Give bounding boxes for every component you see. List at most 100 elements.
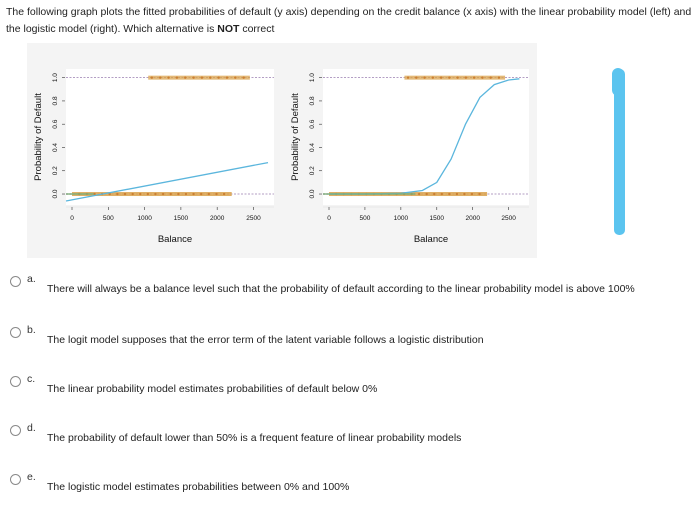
right-point-high-0 [406, 76, 410, 79]
radio-e[interactable] [10, 474, 21, 485]
right-point-high-4 [439, 76, 443, 79]
option-e-text: The logistic model estimates probabiliti… [47, 481, 350, 493]
left-point-low-15 [192, 192, 195, 196]
right-point-high-5 [448, 76, 451, 79]
right-point-high-8 [472, 76, 476, 79]
left-point-high-8 [217, 76, 220, 79]
radio-a[interactable] [10, 276, 21, 287]
left-x-axis-label: Balance [158, 234, 192, 245]
left-y-tick-label-3: 0.6 [52, 119, 59, 128]
right-point-high-9 [481, 76, 484, 79]
charts-svg: 0.0 0.2 0.4 0.6 0.8 1.0 0 500 1000 1500 2000 2500 Ba… [33, 69, 529, 245]
left-x-tick-label-4: 2000 [210, 215, 225, 222]
left-point-high-7 [209, 76, 212, 79]
right-point-low-15 [448, 192, 451, 196]
left-y-tick-label-5: 1.0 [52, 73, 59, 82]
right-point-high-6 [456, 76, 459, 79]
right-point-high-11 [497, 76, 501, 79]
left-y-tick-label-2: 0.4 [52, 143, 59, 152]
left-point-high-3 [175, 76, 179, 79]
left-y-tick-label-0: 0.0 [52, 189, 59, 198]
right-point-high-7 [464, 76, 468, 79]
option-c[interactable]: c. The linear probability model estimate… [0, 370, 700, 410]
option-e-letter: e. [27, 471, 36, 483]
right-point-high-2 [423, 76, 426, 79]
right-point-low-14 [440, 192, 444, 196]
question-figure: 0.0 0.2 0.4 0.6 0.8 1.0 0 500 1000 1500 2000 2500 Ba… [27, 43, 537, 258]
left-point-low-17 [207, 192, 211, 196]
question-text: The following graph plots the fitted pro… [6, 4, 694, 38]
right-point-low-13 [433, 192, 436, 196]
option-b-text: The logit model supposes that the error … [47, 334, 484, 346]
option-d[interactable]: d. The probability of default lower than… [0, 419, 700, 459]
left-x-tick-label-5: 2500 [246, 215, 261, 222]
right-y-tick-label-4: 0.8 [309, 96, 316, 105]
left-y-tick-label-4: 0.8 [52, 96, 59, 105]
left-point-low-12 [169, 192, 172, 196]
option-b[interactable]: b. The logit model supposes that the err… [0, 321, 700, 361]
right-x-tick-label-4: 2000 [465, 215, 480, 222]
option-a-text: There will always be a balance level suc… [47, 283, 635, 295]
option-d-text: The probability of default lower than 50… [47, 432, 462, 444]
right-point-low-18 [470, 192, 474, 196]
right-x-tick-label-5: 2500 [501, 215, 516, 222]
option-a[interactable]: a. There will always be a balance level … [0, 270, 700, 310]
left-points-no-default [72, 192, 232, 197]
right-x-tick-label-1: 500 [359, 215, 370, 222]
left-point-low-18 [215, 192, 218, 196]
right-y-axis-label: Probability of Default [290, 93, 301, 181]
question-tail: correct [239, 23, 275, 35]
right-y-tick-label-5: 1.0 [309, 73, 316, 82]
left-y-axis-label: Probability of Default [33, 93, 44, 181]
left-fitted-line [65, 161, 269, 202]
left-point-high-0 [150, 76, 154, 79]
right-y-tick-label-3: 0.6 [309, 119, 316, 128]
right-x-tick-label-2: 1000 [394, 215, 409, 222]
right-y-tick-label-2: 0.4 [309, 143, 316, 152]
right-point-low-16 [455, 192, 459, 196]
right-point-low-17 [463, 192, 466, 196]
left-plot-area [66, 69, 274, 205]
left-points-default [148, 75, 250, 80]
left-point-low-6 [123, 192, 127, 196]
right-plot-area [323, 69, 529, 205]
right-x-axis-label: Balance [414, 234, 448, 245]
left-point-low-10 [154, 192, 157, 196]
right-point-low-11 [417, 192, 421, 196]
left-x-tick-label-0: 0 [70, 215, 74, 222]
left-point-low-13 [177, 192, 180, 196]
left-point-low-7 [131, 192, 134, 196]
highlight-marker [614, 69, 625, 235]
radio-d[interactable] [10, 425, 21, 436]
right-points-default [404, 75, 506, 80]
option-c-text: The linear probability model estimates p… [47, 383, 378, 395]
radio-c[interactable] [10, 376, 21, 387]
right-point-low-12 [425, 192, 428, 196]
left-point-low-11 [161, 192, 165, 196]
left-point-high-9 [225, 76, 229, 79]
right-x-tick-label-0: 0 [327, 215, 331, 222]
right-point-low-19 [478, 192, 481, 196]
left-x-tick-label-2: 1000 [137, 215, 152, 222]
right-x-tick-label-3: 1500 [430, 215, 445, 222]
question-lead: The following graph plots the fitted pro… [6, 6, 692, 35]
left-point-high-11 [242, 76, 245, 79]
option-a-letter: a. [27, 273, 36, 285]
option-d-letter: d. [27, 422, 36, 434]
left-point-high-5 [192, 76, 195, 79]
left-point-low-14 [184, 192, 188, 196]
left-point-high-4 [184, 76, 187, 79]
option-b-letter: b. [27, 324, 36, 336]
right-point-high-1 [415, 76, 418, 79]
left-x-tick-label-1: 500 [103, 215, 114, 222]
left-point-low-9 [146, 192, 150, 196]
left-point-low-19 [222, 192, 226, 196]
radio-b[interactable] [10, 327, 21, 338]
option-c-letter: c. [27, 373, 36, 385]
right-point-high-3 [431, 76, 435, 79]
left-point-high-2 [167, 76, 170, 79]
left-point-low-5 [116, 192, 119, 196]
left-y-tick-label-1: 0.2 [52, 166, 59, 175]
left-point-low-2 [93, 192, 96, 196]
option-e[interactable]: e. The logistic model estimates probabil… [0, 468, 700, 508]
